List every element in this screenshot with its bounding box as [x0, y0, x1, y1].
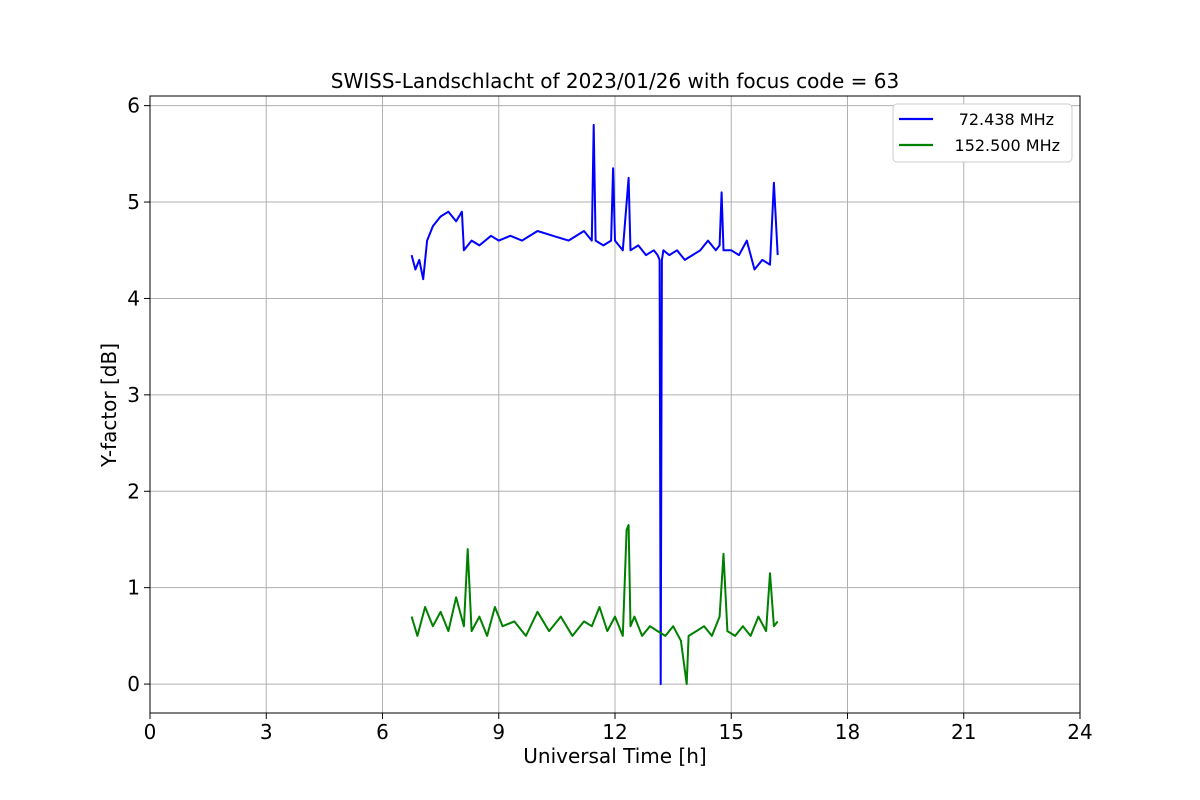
x-tick-label: 21 [951, 720, 976, 744]
x-tick-label: 18 [835, 720, 860, 744]
chart-title: SWISS-Landschlacht of 2023/01/26 with fo… [331, 69, 899, 93]
y-axis-ticks: 0 1 2 3 4 5 6 [127, 94, 150, 696]
y-tick-label: 5 [127, 190, 140, 214]
x-tick-label: 3 [260, 720, 273, 744]
x-tick-label: 0 [144, 720, 157, 744]
x-axis-ticks: 0 3 6 9 12 15 18 21 24 [144, 713, 1093, 744]
x-tick-label: 15 [719, 720, 744, 744]
x-tick-label: 6 [376, 720, 389, 744]
y-tick-label: 4 [127, 286, 140, 310]
y-tick-label: 0 [127, 672, 140, 696]
legend-label-72-mhz: 72.438 MHz [954, 110, 1054, 129]
series-line-152-mhz [410, 524, 779, 686]
y-tick-label: 2 [127, 479, 140, 503]
legend-box [892, 103, 1073, 163]
x-axis-label: Universal Time [h] [523, 744, 706, 768]
series-line-72-mhz [410, 123, 779, 686]
y-axis-label: Y-factor [dB] [97, 343, 121, 468]
y-tick-label: 1 [127, 576, 140, 600]
x-tick-label: 24 [1067, 720, 1092, 744]
legend-label-152-mhz: 152.500 MHz [955, 136, 1060, 155]
legend: 72.438 MHz 152.500 MHz [892, 103, 1073, 163]
x-tick-label: 12 [602, 720, 627, 744]
y-tick-label: 6 [127, 94, 140, 118]
series-lines [410, 123, 779, 686]
y-tick-label: 3 [127, 383, 140, 407]
x-tick-label: 9 [492, 720, 505, 744]
